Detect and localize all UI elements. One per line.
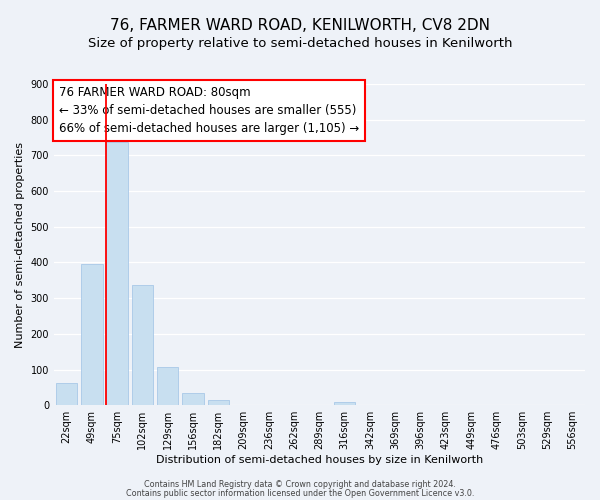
Bar: [182, 393, 204, 405]
Bar: [334, 402, 355, 405]
Bar: [157, 368, 178, 405]
Bar: [56, 382, 77, 405]
Bar: [81, 264, 103, 405]
Y-axis label: Number of semi-detached properties: Number of semi-detached properties: [15, 142, 25, 348]
Text: Contains HM Land Registry data © Crown copyright and database right 2024.: Contains HM Land Registry data © Crown c…: [144, 480, 456, 489]
Text: 76 FARMER WARD ROAD: 80sqm
← 33% of semi-detached houses are smaller (555)
66% o: 76 FARMER WARD ROAD: 80sqm ← 33% of semi…: [59, 86, 359, 134]
Bar: [131, 285, 153, 405]
Text: Contains public sector information licensed under the Open Government Licence v3: Contains public sector information licen…: [126, 488, 474, 498]
Bar: [106, 142, 128, 405]
Text: 76, FARMER WARD ROAD, KENILWORTH, CV8 2DN: 76, FARMER WARD ROAD, KENILWORTH, CV8 2D…: [110, 18, 490, 32]
X-axis label: Distribution of semi-detached houses by size in Kenilworth: Distribution of semi-detached houses by …: [156, 455, 483, 465]
Text: Size of property relative to semi-detached houses in Kenilworth: Size of property relative to semi-detach…: [88, 38, 512, 51]
Bar: [208, 400, 229, 405]
